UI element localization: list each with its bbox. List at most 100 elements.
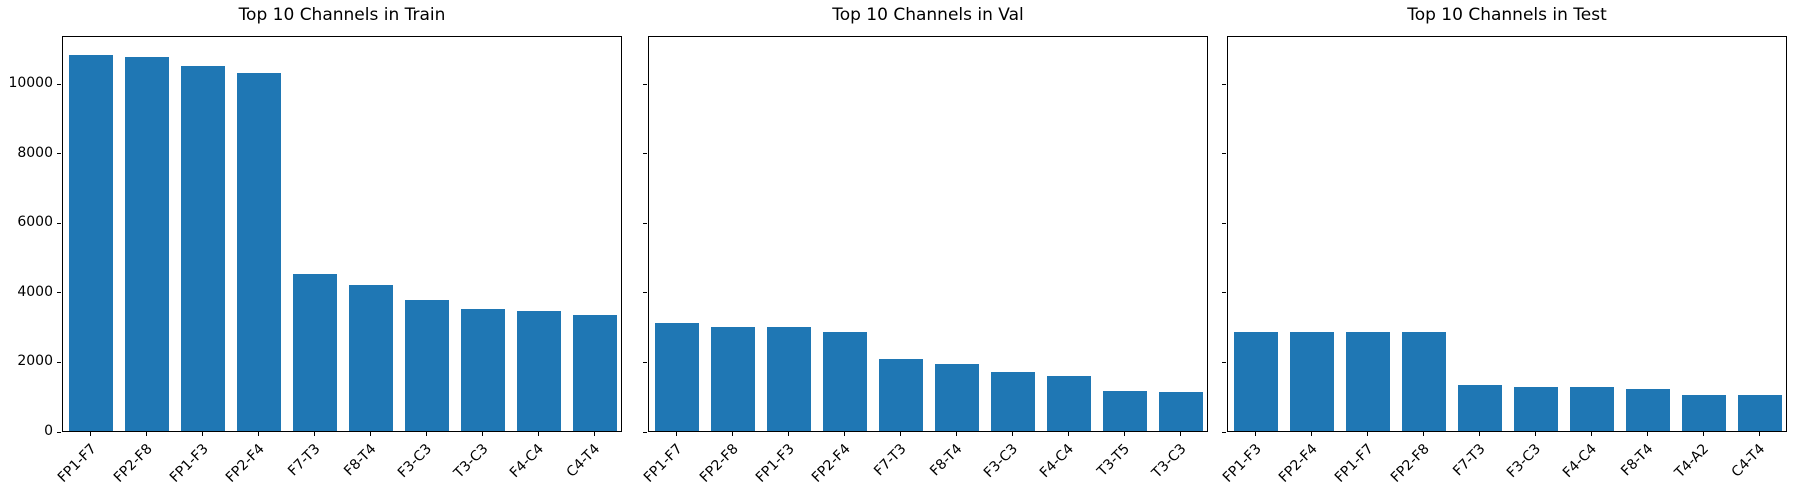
y-tick (57, 431, 61, 433)
bar-fp1-f7 (68, 54, 114, 431)
y-tick-label: 10000 (8, 75, 53, 92)
x-tick-label: FP1-F3 (1219, 441, 1265, 486)
x-tick-label: T3-C3 (1148, 441, 1190, 482)
x-tick-label: FP1-F7 (1331, 441, 1377, 486)
bar-f4-c4 (1046, 375, 1092, 431)
bar-f8-t4 (1625, 388, 1671, 431)
y-tick-label: 0 (44, 423, 53, 439)
x-tick (1366, 432, 1368, 436)
x-tick (1011, 432, 1013, 436)
bar-f4-c4 (516, 311, 562, 431)
plot-area-val (648, 36, 1208, 432)
x-tick (1478, 432, 1480, 436)
x-tick (787, 432, 789, 436)
y-tick-label: 4000 (17, 283, 53, 300)
x-tick (145, 432, 147, 436)
x-tick (313, 432, 315, 436)
x-tick-label: F8-T4 (340, 441, 380, 480)
bar-fp1-f3 (1233, 331, 1279, 431)
bar-fp2-f8 (124, 57, 170, 431)
y-tick (643, 153, 647, 155)
bar-f8-t4 (348, 285, 394, 431)
bar-fp1-f3 (180, 66, 226, 431)
bar-c4-t4 (1737, 395, 1783, 431)
y-tick (643, 361, 647, 363)
x-tick (89, 432, 91, 436)
y-tick (1222, 361, 1226, 363)
x-tick-label: FP2-F8 (110, 441, 156, 486)
x-tick (1123, 432, 1125, 436)
x-tick (899, 432, 901, 436)
x-tick (1254, 432, 1256, 436)
bar-f3-c3 (990, 371, 1036, 431)
bar-f7-t3 (1457, 385, 1503, 431)
bar-t3-t5 (1102, 390, 1148, 431)
bar-f4-c4 (1569, 386, 1615, 431)
x-tick-label: F3-C3 (1504, 441, 1545, 482)
y-tick (57, 83, 61, 85)
x-tick (369, 432, 371, 436)
y-tick (643, 292, 647, 294)
y-tick (1222, 222, 1226, 224)
x-tick (1534, 432, 1536, 436)
y-tick (57, 361, 61, 363)
x-tick (1179, 432, 1181, 436)
y-tick (1222, 431, 1226, 433)
bar-fp2-f4 (1289, 331, 1335, 431)
bar-f3-c3 (1513, 386, 1559, 431)
x-tick-label: F4-C4 (507, 441, 548, 482)
y-tick (57, 222, 61, 224)
x-tick-label: FP1-F7 (54, 441, 100, 486)
y-tick (643, 83, 647, 85)
bar-t3-c3 (1158, 392, 1204, 431)
x-tick-label: FP2-F4 (222, 441, 268, 486)
bar-t3-c3 (460, 308, 506, 431)
x-tick (1422, 432, 1424, 436)
x-tick-label: FP1-F3 (166, 441, 212, 486)
x-tick-label: F4-C4 (1037, 441, 1078, 482)
x-tick-label: T3-T5 (1094, 441, 1134, 480)
y-tick (643, 431, 647, 433)
x-tick (257, 432, 259, 436)
x-tick (843, 432, 845, 436)
plot-area-train (62, 36, 622, 432)
bar-fp2-f8 (710, 326, 756, 431)
bar-fp1-f7 (1345, 331, 1391, 431)
bar-f3-c3 (404, 300, 450, 431)
x-tick-label: FP2-F4 (1275, 441, 1321, 486)
chart-title-val: Top 10 Channels in Val (832, 5, 1024, 25)
x-tick-label: FP2-F8 (696, 441, 742, 486)
x-tick (955, 432, 957, 436)
y-tick (1222, 83, 1226, 85)
x-tick (675, 432, 677, 436)
x-tick-label: FP1-F3 (752, 441, 798, 486)
y-tick-label: 6000 (17, 214, 53, 231)
bar-fp1-f7 (654, 322, 700, 431)
bar-chart-val: Top 10 Channels in Val FP1-F7 FP2-F8 FP1-F… (640, 5, 1208, 486)
x-tick (425, 432, 427, 436)
bar-fp2-f4 (236, 72, 282, 431)
x-tick-label: F7-T3 (1449, 441, 1489, 480)
bar-f8-t4 (934, 363, 980, 431)
x-tick (1590, 432, 1592, 436)
chart-title-train: Top 10 Channels in Train (238, 5, 446, 25)
x-tick (201, 432, 203, 436)
x-tick-label: F8-T4 (926, 441, 966, 480)
chart-title-test: Top 10 Channels in Test (1407, 5, 1607, 25)
x-tick (1758, 432, 1760, 436)
bar-fp2-f8 (1401, 331, 1447, 431)
x-tick (537, 432, 539, 436)
y-tick-label: 8000 (17, 144, 53, 161)
y-tick-label: 2000 (17, 353, 53, 370)
x-tick (481, 432, 483, 436)
x-tick-label: F3-C3 (395, 441, 436, 482)
x-tick-label: FP2-F4 (808, 441, 854, 486)
y-tick (1222, 153, 1226, 155)
x-tick-label: T4-A2 (1672, 441, 1713, 482)
bar-fp2-f4 (822, 332, 868, 431)
x-tick-label: C4-T4 (563, 441, 604, 481)
x-tick-label: F7-T3 (870, 441, 910, 480)
bar-c4-t4 (572, 315, 618, 431)
x-tick-label: F7-T3 (284, 441, 324, 480)
